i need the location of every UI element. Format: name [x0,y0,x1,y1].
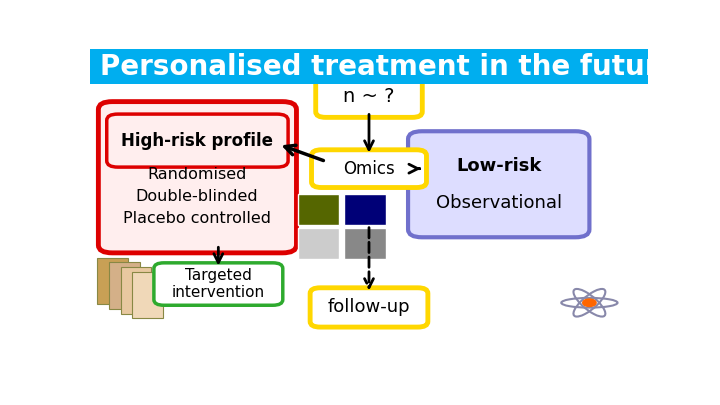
Text: Omics: Omics [343,160,395,178]
Bar [97,258,128,304]
Text: Low-risk: Low-risk [456,158,541,175]
Bar [344,194,386,225]
FancyBboxPatch shape [312,150,426,188]
Text: High-risk profile: High-risk profile [121,132,273,149]
Bar [344,228,386,259]
Text: Targeted
intervention: Targeted intervention [172,268,265,300]
FancyBboxPatch shape [154,263,283,305]
FancyBboxPatch shape [310,288,428,327]
Bar [132,272,163,318]
FancyBboxPatch shape [408,131,590,237]
Bar [297,228,339,259]
Bar [109,262,140,309]
Circle shape [582,299,596,307]
Bar [90,49,648,85]
FancyBboxPatch shape [107,114,288,167]
Bar [121,267,151,314]
Bar [297,194,339,225]
Text: Personalised treatment in the future: Personalised treatment in the future [100,53,678,81]
Text: Randomised
Double-blinded
Placebo controlled: Randomised Double-blinded Placebo contro… [123,167,271,226]
Text: n ~ ?: n ~ ? [343,87,395,107]
FancyBboxPatch shape [99,102,297,253]
FancyBboxPatch shape [315,77,423,117]
Text: follow-up: follow-up [328,298,410,316]
Text: Observational: Observational [436,194,562,212]
